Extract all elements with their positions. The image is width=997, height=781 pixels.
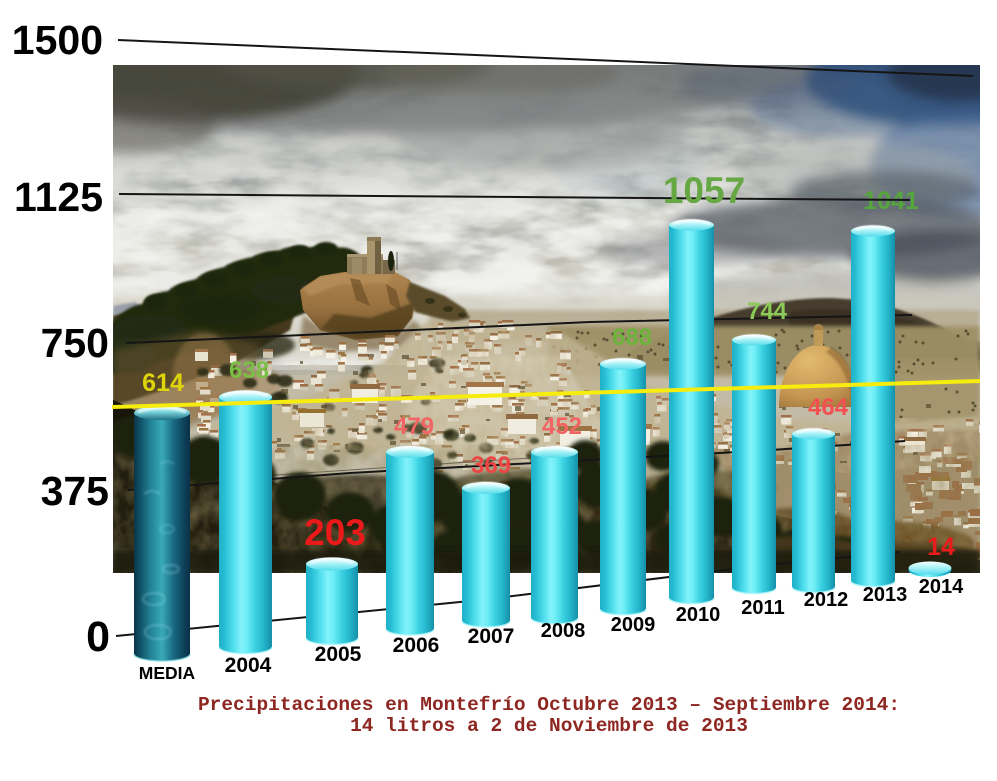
svg-text:2005: 2005 xyxy=(315,643,362,666)
svg-text:203: 203 xyxy=(304,512,366,553)
svg-text:464: 464 xyxy=(808,394,849,421)
svg-text:744: 744 xyxy=(747,298,788,325)
svg-text:1041: 1041 xyxy=(863,187,919,215)
svg-text:2014: 2014 xyxy=(919,576,964,598)
svg-text:2007: 2007 xyxy=(468,625,515,648)
svg-text:2006: 2006 xyxy=(393,634,440,657)
svg-text:1500: 1500 xyxy=(12,17,103,63)
svg-text:Precipitaciones en Montefrío O: Precipitaciones en Montefrío Octubre 201… xyxy=(198,694,900,716)
svg-text:638: 638 xyxy=(229,357,269,384)
svg-text:0: 0 xyxy=(86,613,110,661)
svg-text:14 litros a 2 de Noviembre de: 14 litros a 2 de Noviembre de 2013 xyxy=(350,715,748,737)
svg-text:2012: 2012 xyxy=(804,589,849,611)
svg-text:2010: 2010 xyxy=(676,604,721,626)
svg-text:375: 375 xyxy=(41,468,109,514)
svg-text:MEDIA: MEDIA xyxy=(139,663,196,683)
svg-text:688: 688 xyxy=(612,324,652,351)
svg-text:2009: 2009 xyxy=(611,614,656,636)
svg-text:2008: 2008 xyxy=(541,620,586,642)
svg-text:452: 452 xyxy=(542,413,582,440)
svg-text:1125: 1125 xyxy=(14,174,103,220)
svg-text:479: 479 xyxy=(394,413,434,440)
svg-text:750: 750 xyxy=(41,320,109,366)
svg-text:14: 14 xyxy=(927,533,955,561)
svg-text:2004: 2004 xyxy=(225,654,272,677)
svg-text:614: 614 xyxy=(142,369,184,397)
svg-text:2013: 2013 xyxy=(863,584,908,606)
svg-text:1057: 1057 xyxy=(663,170,745,211)
svg-text:2011: 2011 xyxy=(741,597,784,619)
svg-text:369: 369 xyxy=(471,452,511,479)
